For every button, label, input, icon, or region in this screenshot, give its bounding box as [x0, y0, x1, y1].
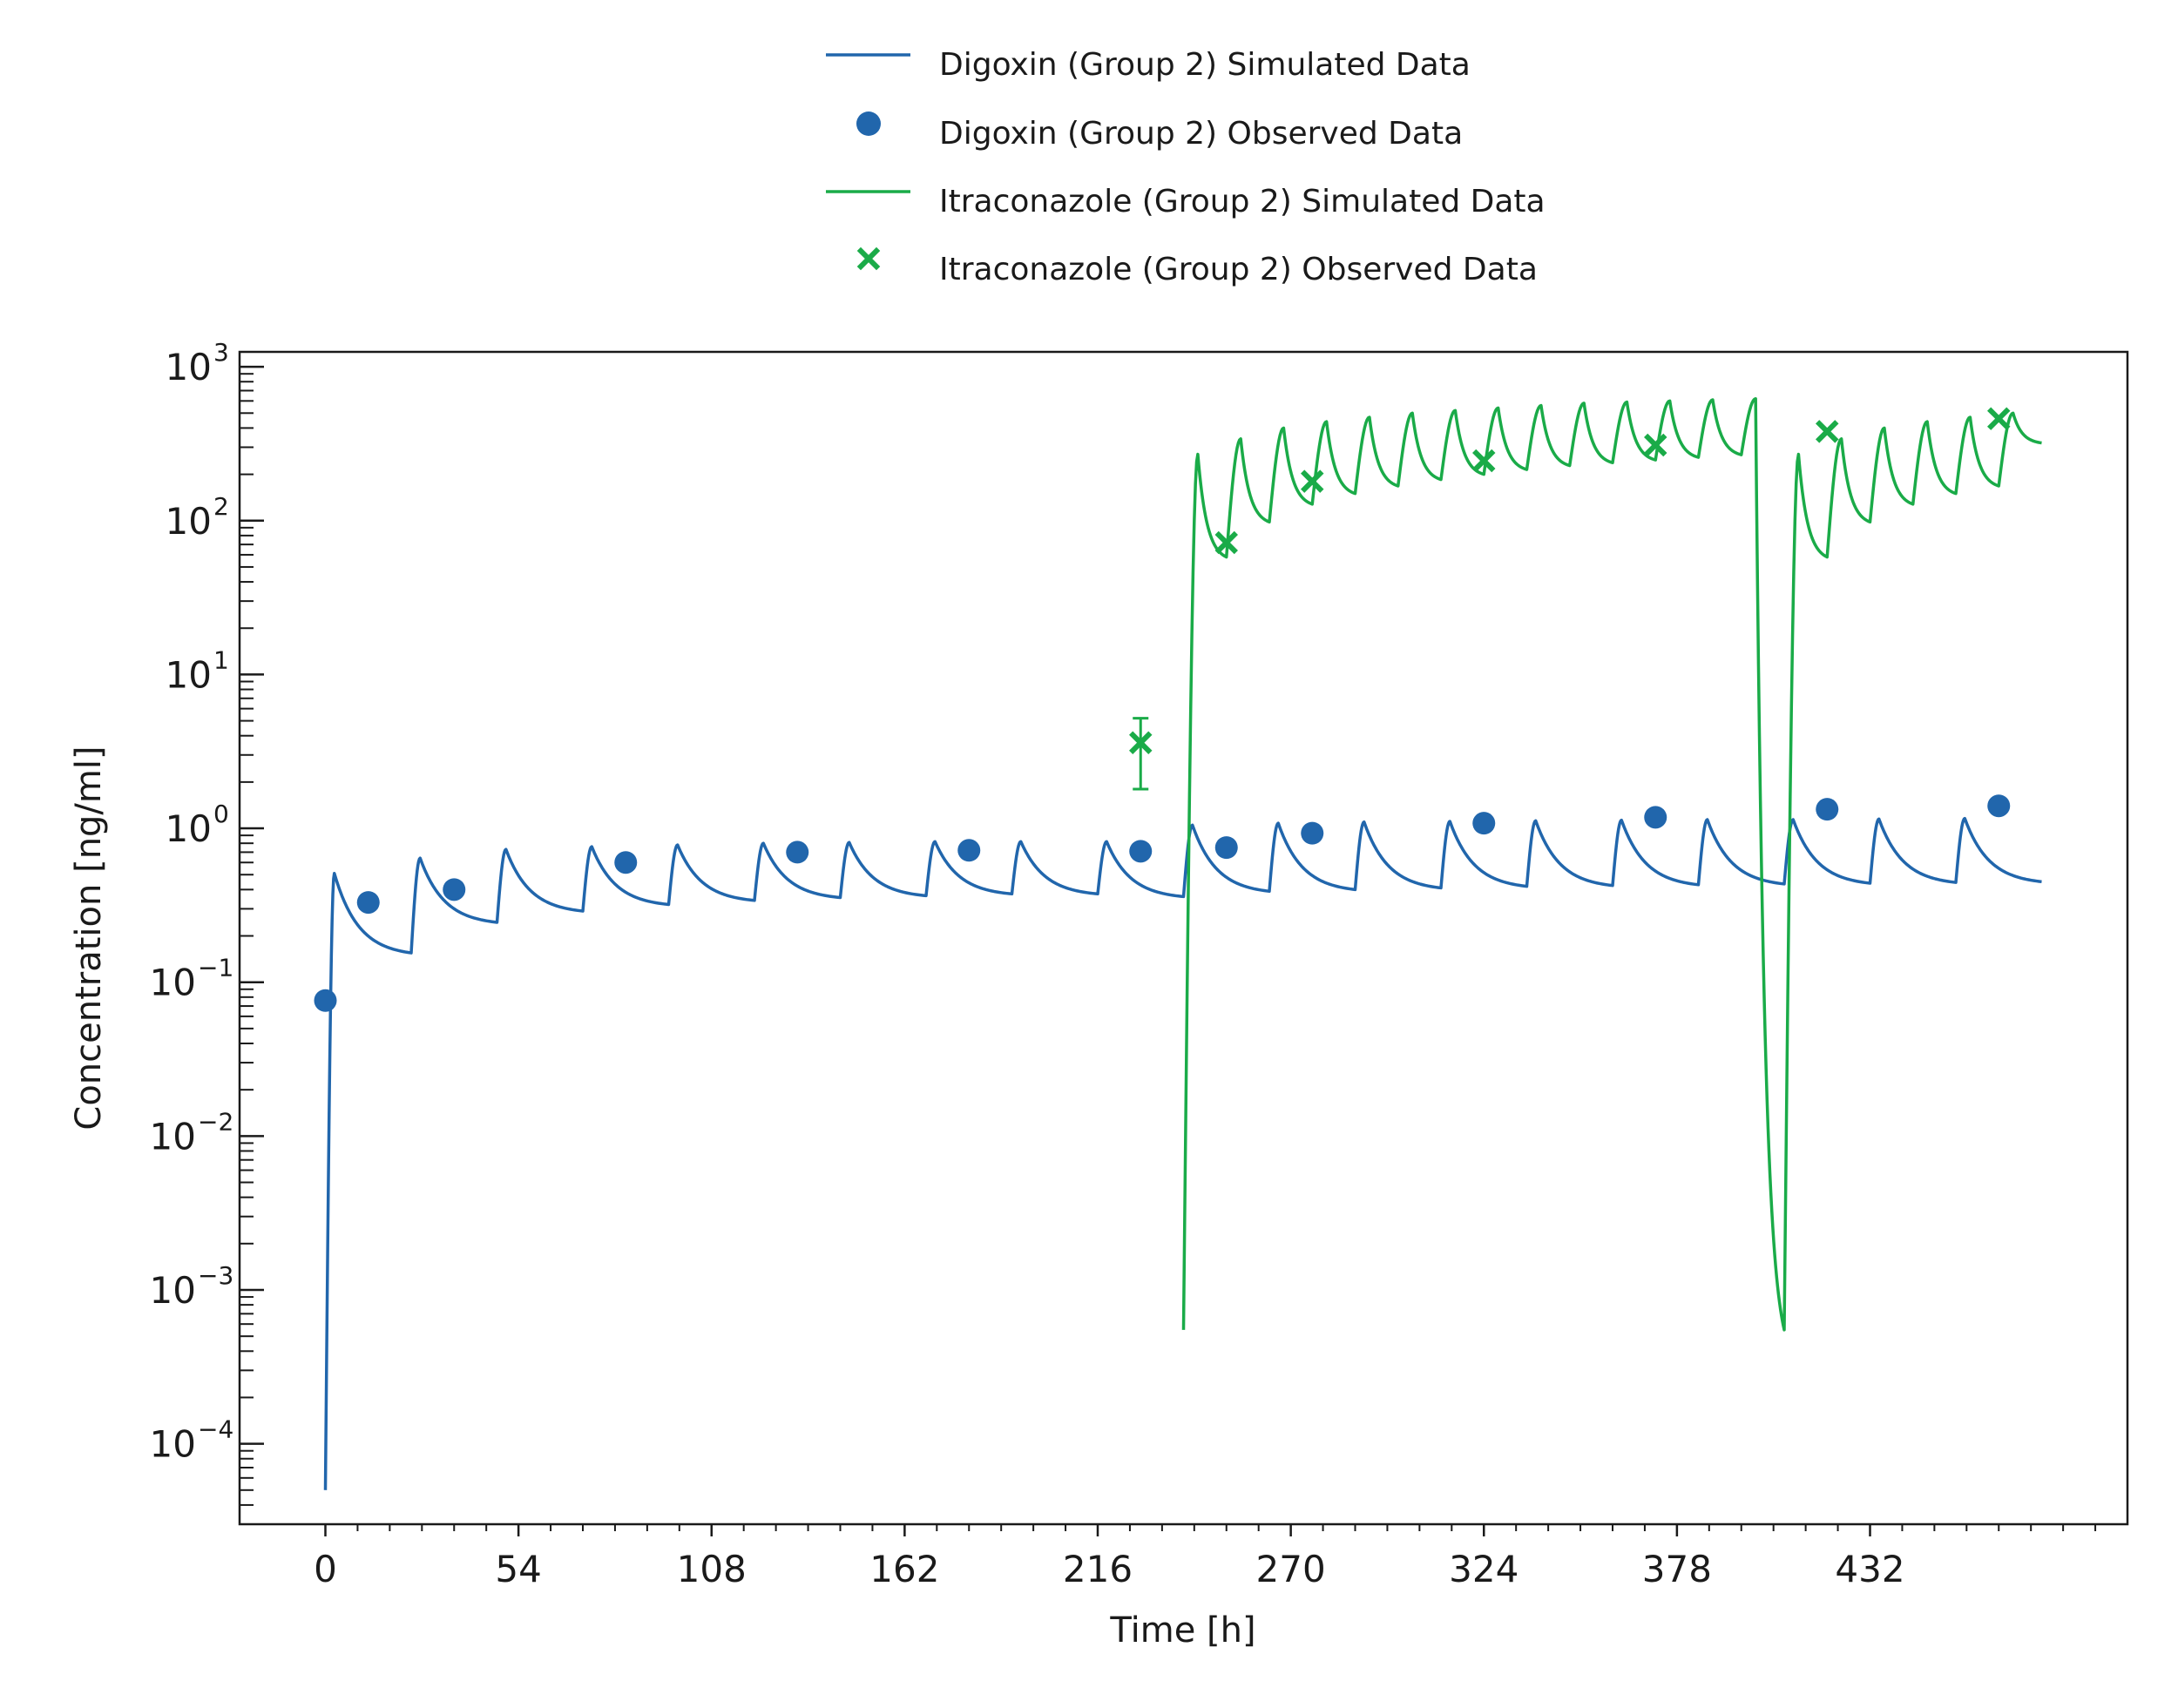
data-point-digoxin-observed	[1129, 840, 1153, 863]
y-tick-label: 10 3	[166, 338, 229, 388]
y-tick-exponent: 3	[213, 338, 229, 367]
series-layer	[314, 397, 2043, 1490]
y-tick-exponent: −3	[198, 1261, 233, 1290]
legend-label-itraconazole-simulated: Itraconazole (Group 2) Simulated Data	[939, 184, 1546, 219]
y-tick-base: 10	[150, 1115, 196, 1158]
x-tick-label: 54	[495, 1548, 541, 1590]
data-point-itraconazole-observed	[1987, 407, 2011, 430]
y-tick-base: 10	[166, 653, 212, 696]
y-tick-exponent: −1	[198, 954, 233, 982]
x-tick-label: 270	[1256, 1548, 1326, 1590]
data-point-digoxin-observed	[1472, 812, 1496, 835]
data-point-digoxin-observed	[1987, 794, 2011, 818]
y-tick-label: 10 −3	[150, 1261, 234, 1312]
x-tick-label: 0	[314, 1548, 337, 1590]
data-point-itraconazole-observed	[1472, 449, 1496, 473]
x-tick-label: 108	[677, 1548, 747, 1590]
data-point-digoxin-observed	[786, 840, 809, 864]
legend-swatch-itraconazole-observed	[856, 246, 881, 271]
data-point-digoxin-observed	[356, 891, 380, 915]
y-tick-exponent: 1	[213, 645, 229, 674]
data-point-digoxin-observed	[1301, 821, 1324, 845]
legend-label-digoxin-observed: Digoxin (Group 2) Observed Data	[939, 116, 1463, 152]
legend-entry-digoxin-observed: Digoxin (Group 2) Observed Data	[856, 111, 1463, 152]
legend-x-mark	[856, 246, 881, 271]
legend: Digoxin (Group 2) Simulated Data Digoxin…	[826, 47, 1546, 287]
y-tick-base: 10	[150, 1269, 196, 1312]
axes: 0 54 108 162 216 270 324 378 43210−410−310−210−1…	[150, 338, 2097, 1590]
y-tick-label: 10 −1	[150, 954, 234, 1004]
data-point-itraconazole-observed	[1129, 731, 1153, 755]
plot-area	[238, 350, 2129, 1526]
y-tick-exponent: 0	[213, 800, 229, 828]
data-point-digoxin-observed	[614, 851, 638, 874]
x-tick-label: 432	[1835, 1548, 1904, 1590]
legend-label-itraconazole-observed: Itraconazole (Group 2) Observed Data	[939, 252, 1538, 287]
data-point-digoxin-observed	[443, 878, 466, 901]
data-point-itraconazole-observed	[1301, 469, 1324, 493]
data-point-digoxin-observed	[1644, 806, 1667, 829]
series-line-digoxin-simulated	[323, 816, 2042, 1490]
legend-label-digoxin-simulated: Digoxin (Group 2) Simulated Data	[939, 47, 1471, 83]
x-tick-label: 216	[1063, 1548, 1133, 1590]
legend-entry-itraconazole-observed: Itraconazole (Group 2) Observed Data	[856, 246, 1538, 287]
y-tick-base: 10	[150, 962, 196, 1004]
y-tick-base: 10	[166, 500, 212, 543]
error-bar	[1133, 717, 1149, 791]
data-point-itraconazole-observed	[1644, 433, 1667, 457]
y-tick-label: 10 −4	[150, 1415, 234, 1466]
y-tick-label: 10 1	[166, 645, 229, 696]
x-tick-label: 378	[1642, 1548, 1712, 1590]
x-tick-label: 162	[869, 1548, 939, 1590]
y-tick-base: 10	[166, 807, 212, 850]
y-tick-label: 10 −2	[150, 1107, 234, 1158]
data-point-digoxin-observed	[1816, 798, 1839, 821]
data-point-itraconazole-observed	[1214, 530, 1238, 555]
y-tick-base: 10	[150, 1423, 196, 1466]
y-tick-label: 10 2	[166, 492, 229, 543]
data-point-digoxin-observed	[957, 839, 981, 862]
x-tick-label: 324	[1449, 1548, 1519, 1590]
y-tick-exponent: −4	[198, 1415, 233, 1444]
legend-entry-itraconazole-simulated: Itraconazole (Group 2) Simulated Data	[826, 184, 1546, 219]
legend-entry-digoxin-simulated: Digoxin (Group 2) Simulated Data	[826, 47, 1471, 83]
series-line-itraconazole-simulated	[1181, 397, 2043, 1332]
y-tick-exponent: −2	[198, 1107, 233, 1136]
y-axis-label: Concentration [ng/ml]	[69, 746, 109, 1130]
y-tick-label: 10 0	[166, 800, 229, 850]
data-point-digoxin-observed	[1214, 836, 1238, 860]
legend-swatch-digoxin-observed	[856, 111, 881, 136]
data-point-digoxin-observed	[314, 989, 337, 1012]
y-tick-exponent: 2	[213, 492, 229, 521]
x-axis-label: Time [h]	[1109, 1610, 1255, 1651]
data-point-itraconazole-observed	[1816, 420, 1839, 443]
y-tick-base: 10	[166, 346, 212, 388]
